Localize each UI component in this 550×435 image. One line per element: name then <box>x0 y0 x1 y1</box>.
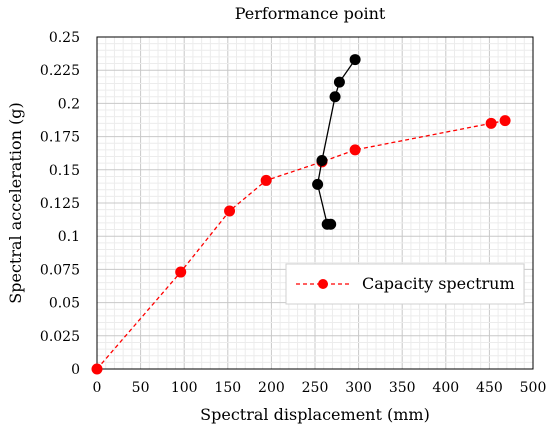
x-axis-title: Spectral displacement (mm) <box>200 405 430 424</box>
x-tick-label: 400 <box>432 380 459 396</box>
y-tick-label: 0.2 <box>58 96 80 112</box>
x-tick-label: 350 <box>389 380 416 396</box>
y-tick-label: 0.25 <box>49 30 80 46</box>
x-tick-label: 150 <box>214 380 241 396</box>
data-point-0 <box>175 266 187 278</box>
chart-title: Performance point <box>235 4 386 23</box>
x-tick-label: 250 <box>302 380 329 396</box>
y-tick-label: 0.225 <box>40 63 80 79</box>
y-tick-label: 0.175 <box>40 130 80 146</box>
x-tick-label: 0 <box>93 380 102 396</box>
plot-area-border <box>96 36 534 370</box>
data-point-0 <box>224 205 236 217</box>
x-tick-label: 50 <box>132 380 150 396</box>
data-point-1 <box>349 54 361 66</box>
series-layer <box>91 54 511 375</box>
tick-labels: 0 50 100 150 200 250 300 350 400 450 500 0 0.025 0.05… <box>40 30 546 396</box>
legend-label: Capacity spectrum <box>362 274 515 293</box>
grid <box>97 37 533 369</box>
y-tick-label: 0.025 <box>40 329 80 345</box>
data-point-0 <box>349 144 361 156</box>
y-tick-label: 0.125 <box>40 196 80 212</box>
x-tick-label: 300 <box>345 380 372 396</box>
data-point-0 <box>91 363 103 375</box>
y-tick-label: 0.15 <box>49 163 80 179</box>
data-point-1 <box>312 178 324 190</box>
legend: Capacity spectrum <box>285 263 525 305</box>
y-tick-label: 0.075 <box>40 262 80 278</box>
data-point-1 <box>325 218 337 230</box>
legend-marker <box>318 279 328 289</box>
y-axis-title: Spectral acceleration (g) <box>6 102 25 303</box>
x-tick-label: 100 <box>171 380 198 396</box>
x-tick-label: 200 <box>258 380 285 396</box>
data-point-0 <box>485 117 497 129</box>
data-point-1 <box>329 91 341 103</box>
x-tick-label: 500 <box>520 380 547 396</box>
y-tick-label: 0 <box>71 362 80 378</box>
y-tick-label: 0.05 <box>49 296 80 312</box>
data-point-1 <box>333 76 345 88</box>
x-tick-label: 450 <box>476 380 503 396</box>
data-point-0 <box>260 174 272 186</box>
data-point-1 <box>316 155 328 167</box>
data-point-0 <box>499 115 511 127</box>
y-tick-label: 0.1 <box>58 229 80 245</box>
series-line-0 <box>96 120 506 370</box>
